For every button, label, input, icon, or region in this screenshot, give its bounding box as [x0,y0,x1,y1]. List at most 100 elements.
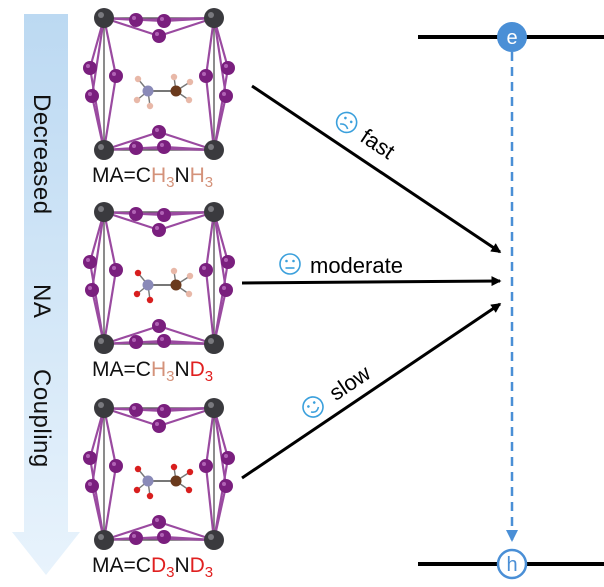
pb-i-bond [90,407,106,487]
iodine-atom [85,283,99,297]
atom-highlight [132,210,136,214]
happy-face-icon [302,396,324,418]
energy-levels: e h [418,22,604,580]
nitrogen-atom [142,85,154,97]
slow-arrow [241,302,502,480]
nitrogen-atom [142,279,154,291]
fast-arrow [251,84,502,254]
atom-highlight [98,402,104,408]
atom-highlight [98,12,104,18]
iodine-atom [157,530,171,544]
iodine-atom [152,419,166,433]
sad-face-icon [335,111,358,134]
deuterium-atom [133,290,141,298]
formula-part: N [174,554,189,577]
atom-highlight [98,206,104,212]
iodine-atom [109,69,123,83]
arrow-word-decreased: Decreased [28,94,55,215]
atom-highlight [86,454,90,458]
atom-highlight [112,462,116,466]
hydrogen-atom [146,102,154,110]
nitrogen-atom [142,475,154,487]
atom-highlight [224,258,228,262]
hydrogen-atom [170,267,178,275]
iodine-atom [221,61,235,75]
electron-label: e [506,27,517,49]
iodine-atom [83,255,97,269]
pb-i-bond [102,465,118,541]
atom-highlight [155,422,159,426]
atom-highlight [88,482,92,486]
iodine-atom [152,29,166,43]
moderate-label: moderate [310,253,403,278]
atom-highlight [160,337,164,341]
iodine-atom [129,403,143,417]
iodine-atom [83,61,97,75]
pb-i-bond [212,211,228,291]
atom-highlight [202,266,206,270]
decreasing-coupling-arrow: Decreased NA Coupling [12,14,80,575]
hydrogen-atom [134,75,142,83]
formula-label-2: MA=CH3ND3 [92,358,213,385]
iodine-atom [129,13,143,27]
lead-atom [204,530,224,550]
deuterium-atom [186,468,194,476]
atom-highlight [222,286,226,290]
atom-highlight [208,402,214,408]
lead-atom [204,8,224,28]
iodine-atom [199,69,213,83]
hydrogen-atom [185,96,193,104]
iodine-atom [157,404,171,418]
formula-part: 3 [205,174,213,191]
pb-i-bond [90,211,106,291]
hydrogen-atom [186,272,194,280]
slow-label: slow [325,360,376,405]
iodine-atom [219,89,233,103]
pb-i-bond [90,17,106,97]
iodine-atom [109,459,123,473]
iodine-atom [219,283,233,297]
iodine-atom [152,319,166,333]
formula-part: D [190,358,205,381]
moderate-arrow [241,276,502,287]
atom-highlight [160,211,164,215]
formula-part: 3 [166,368,174,385]
deuterium-atom [146,296,154,304]
formula-part: MA=C [92,358,151,381]
iodine-atom [221,255,235,269]
formula-label-3: MA=CD3ND3 [92,554,213,581]
atom-highlight [155,32,159,36]
formula-part: 3 [205,368,213,385]
iodine-atom [221,451,235,465]
lead-atom [94,398,114,418]
atom-highlight [208,206,214,212]
deuterium-atom [134,465,142,473]
formula-part: D [190,554,205,577]
electron-circle [497,22,527,52]
atom-highlight [155,226,159,230]
carbon-atom [170,279,182,291]
formula-part: H [190,164,205,187]
hydrogen-atom [185,290,193,298]
atom-highlight [88,286,92,290]
atom-highlight [160,143,164,147]
iodine-atom [152,515,166,529]
atom-highlight [98,144,104,150]
lead-atom [94,202,114,222]
atom-highlight [86,64,90,68]
pb-i-bond [204,465,216,541]
atom-highlight [132,338,136,342]
neutral-face-icon [279,253,301,275]
deuterium-atom [133,486,141,494]
iodine-atom [157,140,171,154]
hydrogen-atom [170,73,178,81]
atom-highlight [224,64,228,68]
deuterium-atom [170,463,178,471]
atom-highlight [208,534,214,540]
formula-part: 3 [166,174,174,191]
hydrogen-atom [133,96,141,104]
atom-highlight [160,407,164,411]
lead-atom [204,398,224,418]
hole-circle [496,548,528,580]
